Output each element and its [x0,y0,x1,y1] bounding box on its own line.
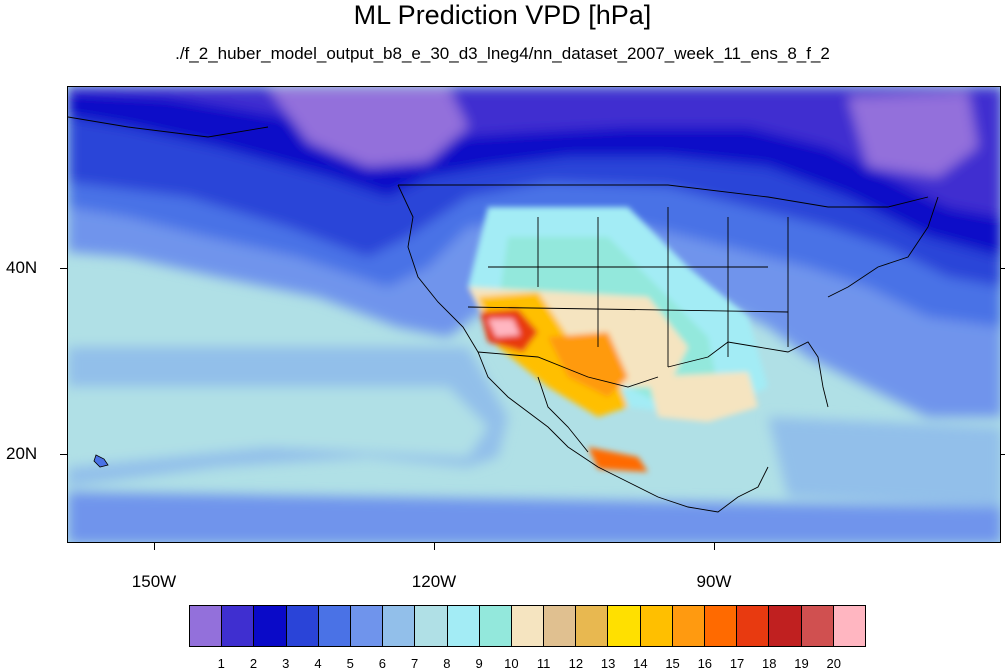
colorbar-label-12: 12 [568,656,584,671]
colorbar-box-17 [705,606,738,646]
colorbar-box-15 [640,606,673,646]
colorbar-label-6: 6 [378,656,387,671]
lat-tick-40n-left [60,268,67,269]
colorbar-box-9 [447,606,480,646]
lat-tick-40n-right [1001,268,1005,269]
plot-subtitle: ./f_2_huber_model_output_b8_e_30_d3_lneg… [175,44,830,63]
colorbar-box-18 [737,606,770,646]
colorbar-box-7 [383,606,416,646]
colorbar-label-13: 13 [600,656,616,671]
colorbar-label-9: 9 [475,656,483,671]
lon-label-150w: 150W [131,572,177,591]
colorbar-label-16: 16 [697,656,713,671]
colorbar-box-13 [576,606,609,646]
lat-label-40n: 40N [6,258,38,277]
vpd-map [67,86,1001,543]
colorbar-box-2 [222,606,255,646]
lon-label-90w: 90W [696,572,732,591]
hawaii-island [93,454,109,468]
lat-tick-20n-left [60,454,67,455]
colorbar-box-3 [254,606,287,646]
lon-label-120w: 120W [411,572,457,591]
plot-title: ML Prediction VPD [hPa] [353,0,652,30]
colorbar-label-17: 17 [729,656,745,671]
colorbar-label-20: 20 [826,656,841,671]
colorbar-label-5: 5 [346,656,354,671]
lon-tick-120w [434,543,435,550]
colorbar-box-16 [672,606,705,646]
lat-label-20n: 20N [6,444,38,463]
colorbar [189,605,866,647]
colorbar-box-12 [544,606,577,646]
colorbar-label-10: 10 [504,656,519,671]
colorbar-box-11 [511,606,545,646]
colorbar-box-14 [608,606,641,646]
colorbar-label-15: 15 [665,656,680,671]
colorbar-label-18: 18 [762,656,777,671]
colorbar-label-8: 8 [443,656,451,671]
colorbar-label-7: 7 [411,656,419,671]
colorbar-box-19 [769,606,802,646]
coastlines-and-borders [68,116,939,513]
lon-tick-90w [714,543,715,550]
colorbar-label-4: 4 [314,656,322,671]
vpd-contour-map [68,87,1000,542]
colorbar-label-14: 14 [633,656,648,671]
lat-tick-20n-right [1001,454,1005,455]
colorbar-label-3: 3 [282,656,290,671]
colorbar-label-19: 19 [794,656,809,671]
vpd-dry-core [468,207,768,472]
colorbar-box-1 [190,606,223,646]
colorbar-box-20 [801,606,834,646]
colorbar-label-11: 11 [536,656,551,671]
lon-tick-150w [154,543,155,550]
colorbar-label-2: 2 [249,656,258,671]
colorbar-box-8 [415,606,448,646]
colorbar-box-5 [318,606,351,646]
colorbar-box-10 [479,606,512,646]
colorbar-box-21 [833,606,865,646]
colorbar-box-6 [350,606,384,646]
colorbar-box-4 [286,606,319,646]
colorbar-label-1: 1 [217,656,225,671]
